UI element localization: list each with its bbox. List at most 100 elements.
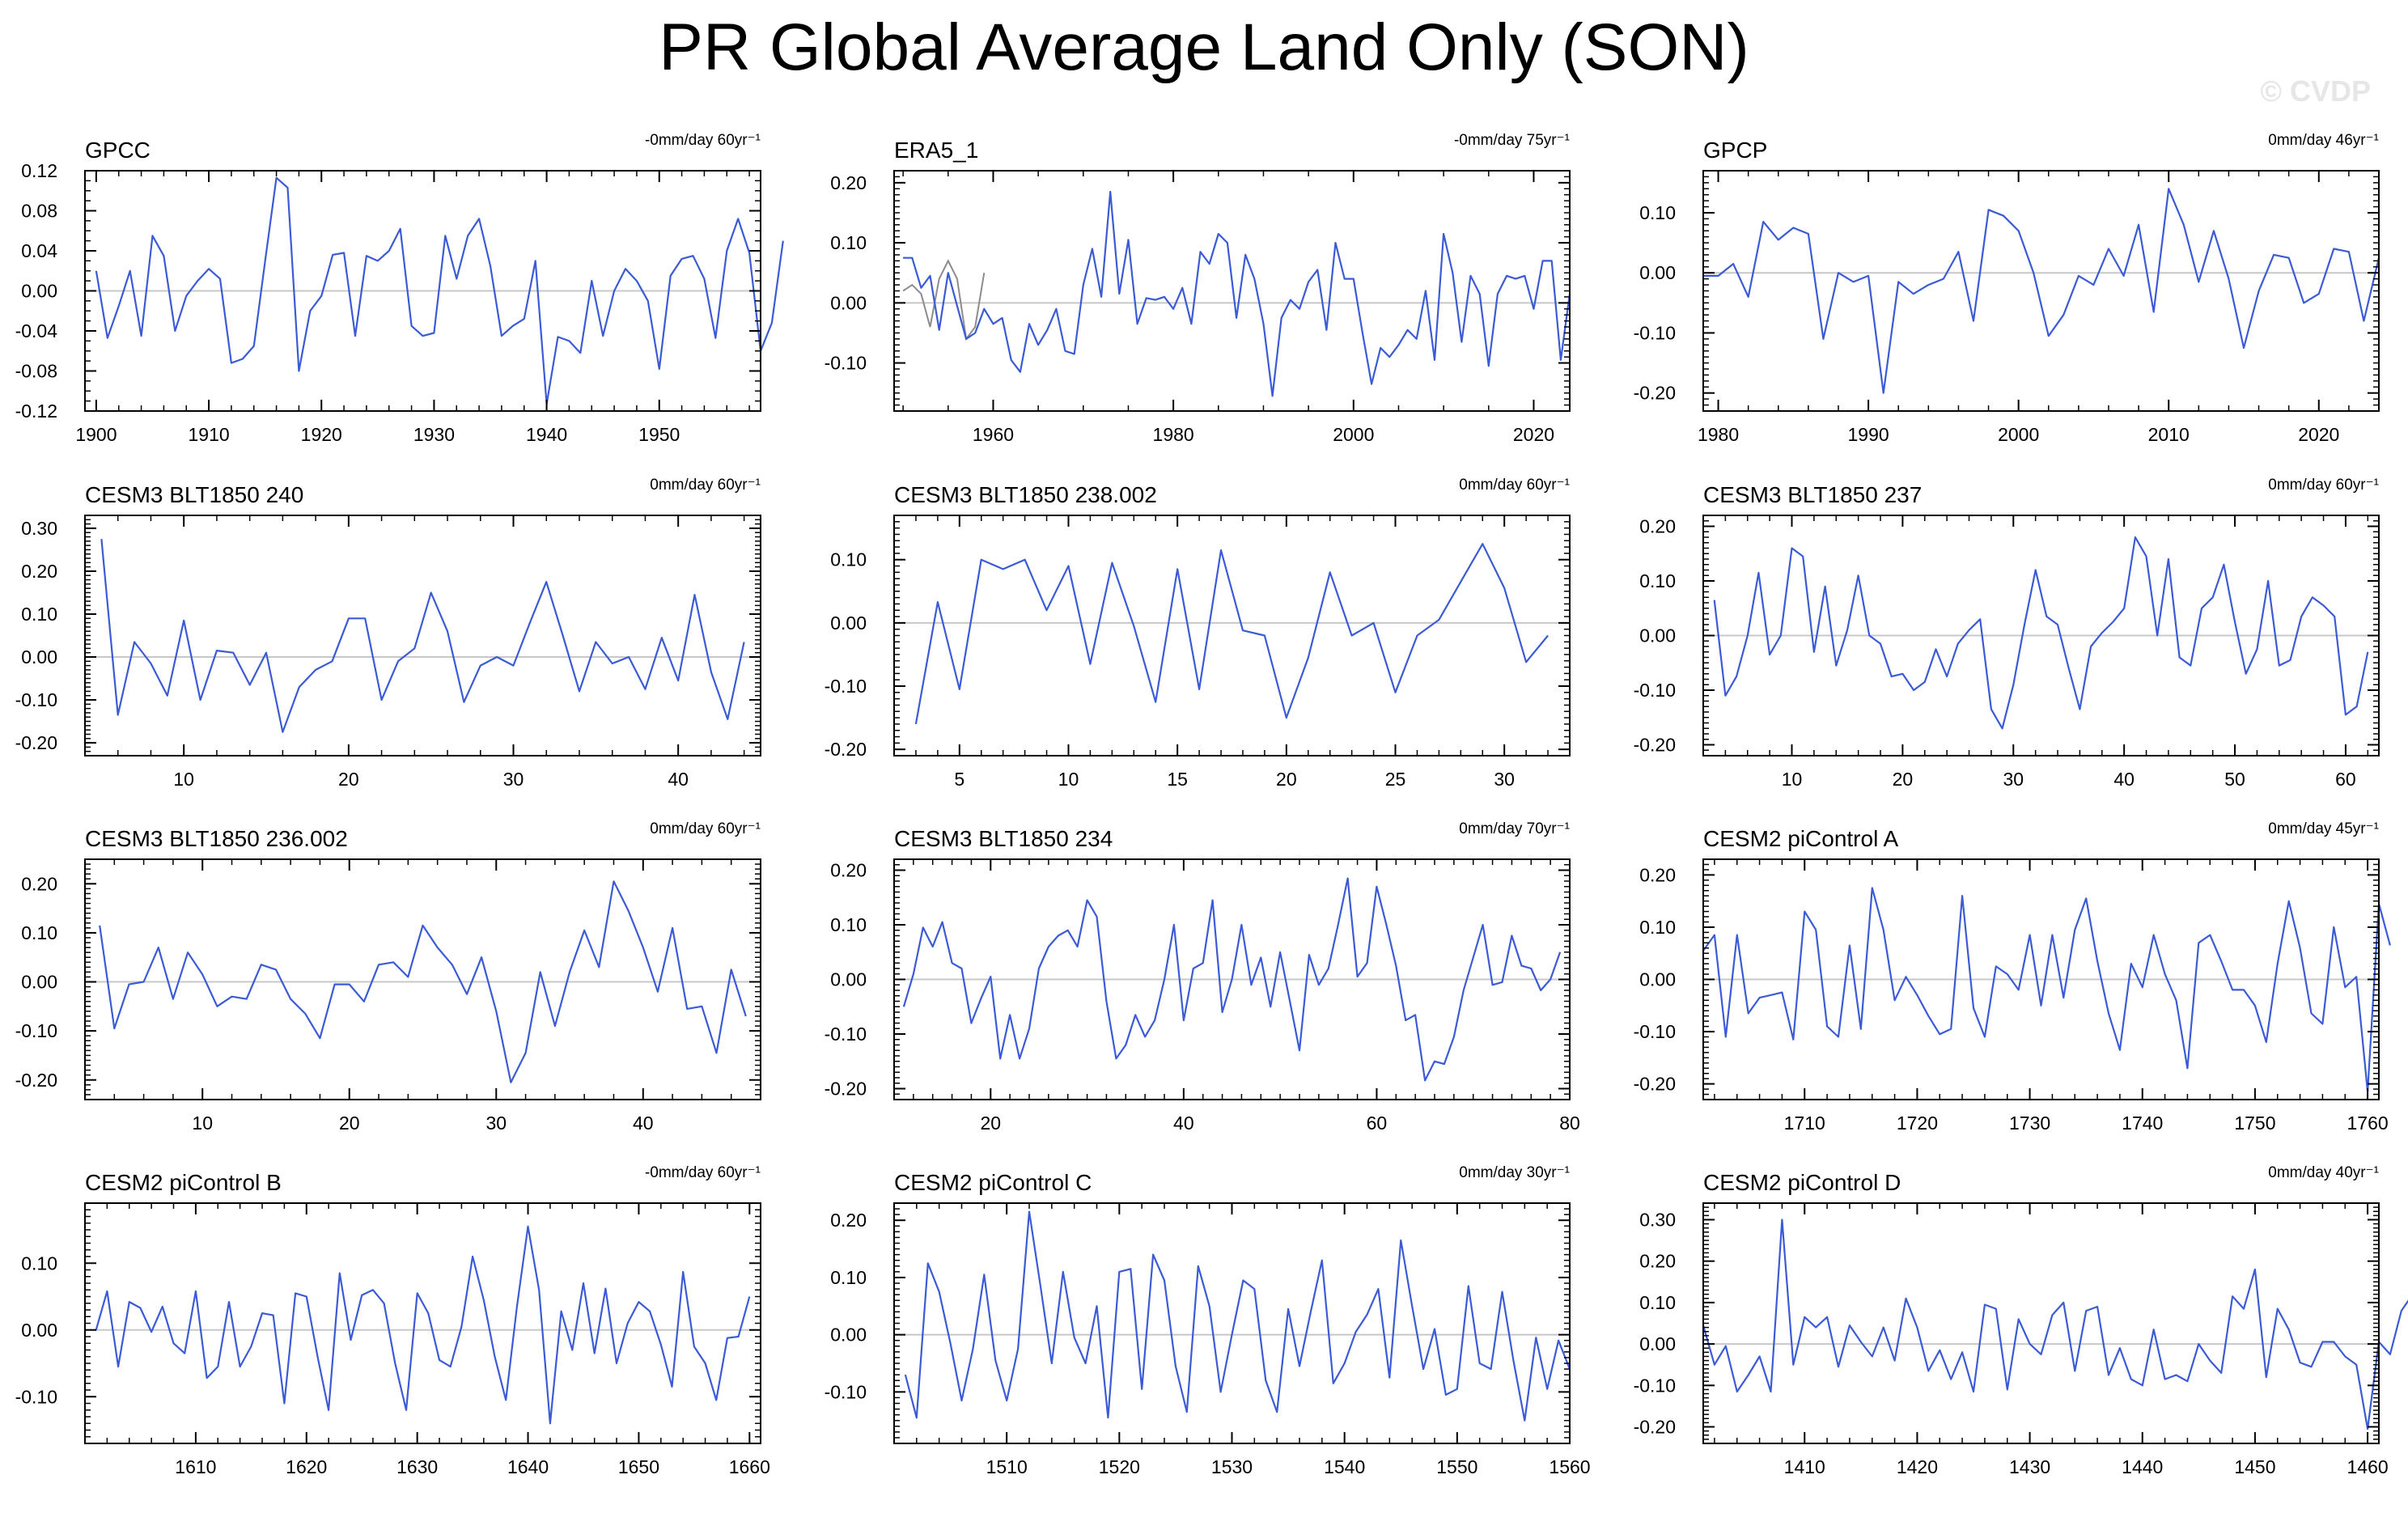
x-tick-label: 1990 bbox=[1848, 424, 1889, 445]
y-tick-label: 0.10 bbox=[1639, 1292, 1676, 1313]
x-tick-label: 1720 bbox=[1897, 1112, 1938, 1134]
x-tick-label: 1910 bbox=[188, 424, 229, 445]
x-tick-label: 30 bbox=[2003, 769, 2024, 790]
y-tick-label: 0.10 bbox=[21, 1252, 57, 1274]
y-tick-label: -0.20 bbox=[1634, 735, 1676, 756]
x-tick-label: 2020 bbox=[2298, 424, 2339, 445]
panel-title: CESM3 BLT1850 234 bbox=[894, 826, 1113, 851]
y-tick-label: -0.10 bbox=[1634, 322, 1676, 343]
y-tick-label: 0.00 bbox=[1639, 625, 1676, 646]
x-tick-label: 20 bbox=[338, 769, 359, 790]
y-tick-label: 0.20 bbox=[830, 1210, 867, 1231]
y-tick-label: 0.10 bbox=[830, 232, 867, 253]
x-tick-label: 40 bbox=[668, 769, 689, 790]
y-tick-label: -0.10 bbox=[825, 676, 867, 697]
panel-title: ERA5_1 bbox=[894, 138, 978, 163]
x-tick-label: 10 bbox=[1782, 769, 1803, 790]
x-tick-label: 1980 bbox=[1153, 424, 1194, 445]
chart-panel-3: 1980 1990 2000 2010 2020 -0.20 -0.10 0.00 0.10 GP… bbox=[1634, 132, 2380, 445]
chart-panel-4: 10 20 30 40 -0.20 -0.10 0.00 0.10 0.20 0.30 CESM3 … bbox=[15, 477, 761, 790]
x-tick-label: 80 bbox=[1559, 1112, 1580, 1134]
x-tick-label: 60 bbox=[1367, 1112, 1388, 1134]
x-tick-label: 1660 bbox=[729, 1456, 770, 1477]
x-tick-label: 20 bbox=[1893, 769, 1914, 790]
trend-annotation: 0mm/day 46yr⁻¹ bbox=[2268, 132, 2379, 149]
x-tick-label: 50 bbox=[2224, 769, 2245, 790]
plot-frame bbox=[893, 1202, 1571, 1444]
panel-title: CESM3 BLT1850 236.002 bbox=[85, 826, 348, 851]
series-line bbox=[95, 176, 784, 405]
x-tick-label: 1760 bbox=[2347, 1112, 2388, 1134]
y-tick-label: 0.10 bbox=[21, 604, 57, 625]
cvdp-watermark: © CVDP bbox=[2260, 74, 2371, 108]
x-tick-label: 1630 bbox=[396, 1456, 438, 1477]
x-tick-label: 30 bbox=[485, 1112, 507, 1134]
chart-panel-12: 1410 1420 1430 1440 1450 1460 -0.20 -0.10 0.00 0.… bbox=[1634, 1164, 2408, 1477]
x-tick-label: 1430 bbox=[2009, 1456, 2050, 1477]
y-tick-label: 0.20 bbox=[21, 561, 57, 582]
y-tick-label: -0.10 bbox=[15, 689, 57, 710]
y-tick-label: -0.20 bbox=[15, 1070, 57, 1091]
chart-panel-5: 5 10 15 20 25 30 -0.20 -0.10 0.00 0.10 CESM3 BLT18… bbox=[825, 477, 1571, 790]
x-tick-label: 20 bbox=[1276, 769, 1297, 790]
x-tick-label: 1510 bbox=[986, 1456, 1028, 1477]
y-tick-label: 0.30 bbox=[1639, 1209, 1676, 1230]
y-tick-label: 0.08 bbox=[21, 201, 57, 222]
panel-title: CESM2 piControl B bbox=[85, 1170, 282, 1195]
y-tick-label: -0.10 bbox=[15, 1020, 57, 1041]
y-tick-label: 0.10 bbox=[830, 1267, 867, 1288]
x-tick-label: 15 bbox=[1167, 769, 1188, 790]
x-tick-label: 30 bbox=[1494, 769, 1515, 790]
y-tick-label: -0.10 bbox=[1634, 680, 1676, 701]
panel-title: GPCP bbox=[1703, 138, 1767, 163]
series-line bbox=[902, 877, 1562, 1082]
y-tick-label: -0.20 bbox=[1634, 1417, 1676, 1438]
trend-annotation: 0mm/day 60yr⁻¹ bbox=[650, 477, 761, 494]
y-tick-label: 0.10 bbox=[830, 914, 867, 935]
x-tick-label: 2010 bbox=[2148, 424, 2190, 445]
x-tick-label: 1930 bbox=[413, 424, 455, 445]
series-line bbox=[904, 1210, 1571, 1422]
x-tick-label: 1740 bbox=[2122, 1112, 2163, 1134]
x-tick-label: 60 bbox=[2335, 769, 2356, 790]
y-tick-label: -0.20 bbox=[1634, 1074, 1676, 1095]
y-tick-label: 0.12 bbox=[21, 160, 57, 181]
x-tick-label: 1640 bbox=[507, 1456, 549, 1477]
y-tick-label: 0.00 bbox=[21, 1320, 57, 1341]
x-tick-label: 1730 bbox=[2009, 1112, 2050, 1134]
plot-frame bbox=[84, 858, 761, 1100]
y-tick-label: 0.30 bbox=[21, 518, 57, 539]
x-tick-label: 1620 bbox=[286, 1456, 327, 1477]
x-tick-label: 25 bbox=[1385, 769, 1406, 790]
plot-frame bbox=[1702, 1202, 2380, 1444]
trend-annotation: -0mm/day 60yr⁻¹ bbox=[645, 132, 761, 149]
chart-panel-8: 20 40 60 80 -0.20 -0.10 0.00 0.10 0.20 CESM3 BLT1… bbox=[825, 820, 1580, 1134]
y-tick-label: 0.10 bbox=[830, 549, 867, 570]
x-tick-label: 1460 bbox=[2347, 1456, 2388, 1477]
y-tick-label: 0.00 bbox=[21, 972, 57, 993]
x-tick-label: 2000 bbox=[1333, 424, 1374, 445]
y-tick-label: 0.00 bbox=[1639, 262, 1676, 283]
series-line bbox=[1702, 1218, 2408, 1430]
x-tick-label: 30 bbox=[503, 769, 524, 790]
x-tick-label: 40 bbox=[1173, 1112, 1194, 1134]
x-tick-label: 1560 bbox=[1549, 1456, 1590, 1477]
chart-panel-7: 10 20 30 40 -0.20 -0.10 0.00 0.10 0.20 CESM3 BLT1… bbox=[15, 820, 761, 1134]
y-tick-label: -0.10 bbox=[825, 1381, 867, 1402]
panel-title: CESM3 BLT1850 237 bbox=[1703, 482, 1922, 507]
y-tick-label: 0.10 bbox=[1639, 202, 1676, 223]
x-tick-label: 10 bbox=[173, 769, 194, 790]
series-line bbox=[95, 1225, 751, 1425]
y-tick-label: -0.10 bbox=[1634, 1375, 1676, 1396]
x-tick-label: 1980 bbox=[1698, 424, 1739, 445]
plot-frame bbox=[893, 515, 1571, 756]
x-tick-label: 1530 bbox=[1211, 1456, 1253, 1477]
x-tick-label: 2020 bbox=[1513, 424, 1554, 445]
x-tick-label: 1750 bbox=[2234, 1112, 2275, 1134]
series-line bbox=[914, 543, 1549, 725]
x-tick-label: 1710 bbox=[1784, 1112, 1825, 1134]
series-line bbox=[1702, 887, 2391, 1093]
trend-annotation: -0mm/day 60yr⁻¹ bbox=[645, 1164, 761, 1181]
y-tick-label: 0.00 bbox=[1639, 1333, 1676, 1354]
x-tick-label: 1610 bbox=[175, 1456, 216, 1477]
